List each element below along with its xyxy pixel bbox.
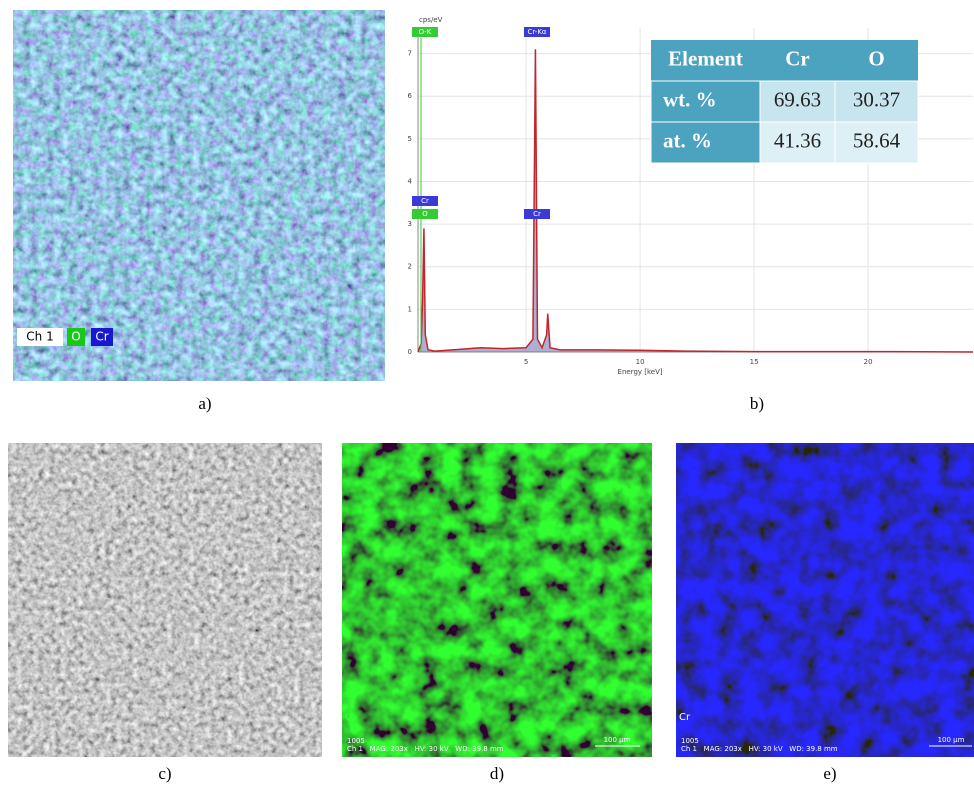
map-element: Cr	[679, 712, 691, 723]
y-tick-label: 4	[408, 177, 413, 185]
table-cell: 30.37	[853, 87, 900, 111]
y-tick-label: 5	[408, 135, 412, 143]
y-tick-label: 7	[408, 50, 412, 58]
chromium-map	[676, 443, 974, 757]
annotation-box	[412, 209, 438, 219]
table-cell: 58.64	[853, 128, 901, 152]
panel-label: b)	[750, 394, 764, 413]
map-id: 1005	[681, 737, 699, 745]
y-tick-label: 3	[408, 220, 412, 228]
legend-o-box	[67, 328, 85, 346]
table-cell-bg	[650, 121, 761, 164]
legend-cr: Cr	[95, 330, 108, 344]
peak-annotation: O	[422, 210, 428, 218]
map-info: Ch 1 MAG: 203x HV: 30 kV WD: 39.8 mm	[347, 745, 504, 753]
peak-annotation: O-K	[419, 28, 432, 36]
panel-label: d)	[490, 764, 504, 783]
map-element: O	[345, 712, 353, 723]
sem-overlay-image	[13, 10, 385, 381]
table-cell: wt. %	[663, 87, 717, 111]
peak-annotation: Cr	[533, 210, 541, 218]
oxygen-map	[342, 443, 652, 757]
y-tick-label: 0	[408, 348, 412, 356]
legend-o: O	[71, 330, 80, 344]
table-header: Element	[668, 46, 743, 70]
table-cell: at. %	[663, 128, 712, 152]
panel-label: e)	[823, 764, 836, 783]
y-tick-label: 1	[408, 305, 412, 313]
table-header-cell	[651, 40, 760, 81]
table-header: O	[868, 46, 884, 70]
x-tick-label: 10	[636, 358, 645, 366]
annotation-box	[412, 196, 438, 206]
panel-label: c)	[158, 764, 171, 783]
x-tick-label: 15	[750, 358, 759, 366]
map-info: Ch 1 MAG: 203x HV: 30 kV WD: 39.8 mm	[681, 745, 838, 753]
annotation-box	[524, 27, 550, 37]
sem-image	[7, 442, 323, 758]
x-axis-label: Energy [keV]	[618, 368, 663, 376]
table-cell-bg	[834, 121, 919, 164]
legend-ch: Ch 1	[26, 330, 53, 344]
peak-annotation: Cr	[421, 197, 429, 205]
map-id: 1005	[347, 737, 365, 745]
table-cell-bg	[650, 80, 761, 123]
scale-label: 100 µm	[604, 736, 631, 744]
scale-label: 100 µm	[938, 736, 965, 744]
panel-label: a)	[198, 394, 211, 413]
y-tick-label: 6	[408, 92, 413, 100]
table-header-cell	[760, 40, 835, 81]
annotation-box	[524, 209, 550, 219]
table-header: Cr	[785, 46, 810, 70]
table-cell-bg	[759, 121, 836, 164]
legend-cr-box	[91, 328, 113, 346]
table-cell: 69.63	[774, 87, 821, 111]
table-header-cell	[835, 40, 918, 81]
x-tick-label: 5	[524, 358, 528, 366]
annotation-box	[412, 27, 438, 37]
table-cell-bg	[759, 80, 836, 123]
x-tick-label: 20	[864, 358, 873, 366]
table-cell-bg	[834, 80, 919, 123]
y-tick-label: 2	[408, 263, 412, 271]
y-unit: cps/eV	[419, 16, 443, 24]
legend-box	[17, 328, 63, 346]
spectrum-line	[417, 49, 974, 353]
table-cell: 41.36	[774, 128, 821, 152]
peak-annotation: Cr-Kα	[527, 28, 546, 36]
